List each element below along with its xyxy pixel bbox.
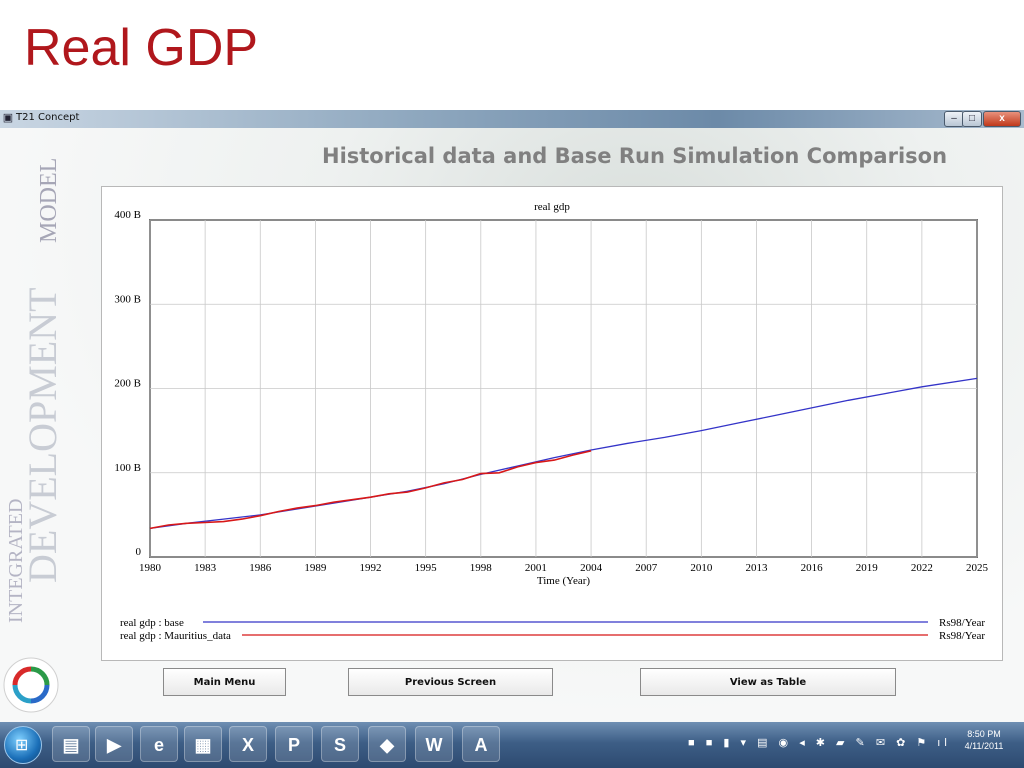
y-tick-label: 400 B	[114, 209, 141, 221]
x-axis-label: Time (Year)	[537, 575, 591, 587]
close-button[interactable]: x	[983, 111, 1021, 127]
idm-logo: INTEGRATED DEVELOPMENT MODEL	[5, 158, 64, 623]
taskbar: ⊞ ▤ ▶ e ▦ X P S ◆ W A ■ ■ ▮ ▾ ▤ ◉ ◂ ✱ ▰ ✎ ✉ ✿ ⚑ ı…	[0, 722, 1024, 768]
main-menu-button[interactable]: Main Menu	[163, 668, 286, 696]
minimize-button[interactable]: –	[944, 111, 964, 127]
x-tick-label: 1986	[249, 562, 272, 574]
window-title: T21 Concept	[16, 112, 80, 123]
previous-screen-button[interactable]: Previous Screen	[348, 668, 553, 696]
x-tick-label: 2016	[801, 562, 824, 574]
maximize-button[interactable]: □	[962, 111, 982, 127]
acrobat-icon[interactable]: A	[462, 726, 500, 762]
x-tick-label: 2001	[525, 562, 547, 574]
view-as-table-button[interactable]: View as Table	[640, 668, 896, 696]
legend-label: real gdp : Mauritius_data	[120, 630, 231, 642]
chart-panel: real gdp 1980 1983 1986 1989 1992 1995 1998 200…	[101, 186, 1003, 661]
x-tick-label: 1998	[470, 562, 493, 574]
chart-legend: real gdp : base Rs98/Year real gdp : Mauri…	[120, 617, 985, 642]
vensim-icon[interactable]: ◆	[368, 726, 406, 762]
clock-time: 8:50 PM	[967, 729, 1001, 739]
y-tick-label: 100 B	[114, 462, 141, 474]
windows-logo-icon: ⊞	[15, 737, 29, 754]
legend-unit: Rs98/Year	[939, 617, 985, 629]
skype-icon[interactable]: S	[321, 726, 359, 762]
taskbar-clock[interactable]: 8:50 PM 4/11/2011	[957, 728, 1011, 752]
x-tick-label: 1983	[194, 562, 217, 574]
x-tick-label: 2013	[745, 562, 768, 574]
tick-labels: 1980 1983 1986 1989 1992 1995 1998 2001 2004 2007…	[114, 209, 988, 574]
series-line-mauritius-data	[149, 450, 592, 530]
system-tray[interactable]: ■ ■ ▮ ▾ ▤ ◉ ◂ ✱ ▰ ✎ ✉ ✿ ⚑ ıl ◂)	[688, 737, 950, 749]
logo-text-model: MODEL	[36, 158, 62, 243]
x-tick-label: 2004	[580, 562, 603, 574]
app-icon: ▣	[2, 112, 14, 124]
clock-date: 4/11/2011	[964, 741, 1004, 751]
screen-heading: Historical data and Base Run Simulation …	[322, 144, 948, 168]
x-tick-label: 1980	[139, 562, 162, 574]
x-tick-label: 1995	[415, 562, 438, 574]
logo-strip: INTEGRATED DEVELOPMENT MODEL	[0, 128, 64, 722]
excel-icon[interactable]: X	[229, 726, 267, 762]
x-tick-label: 1989	[304, 562, 327, 574]
start-button[interactable]: ⊞	[4, 726, 42, 764]
chart-title: real gdp	[534, 201, 570, 213]
calculator-icon[interactable]: ▦	[184, 726, 222, 762]
real-gdp-chart: real gdp 1980 1983 1986 1989 1992 1995 1998 200…	[114, 201, 988, 642]
logo-text-integrated: INTEGRATED	[5, 499, 27, 623]
legend-unit: Rs98/Year	[939, 630, 985, 642]
window-titlebar[interactable]: ▣ T21 Concept – □ x	[0, 110, 1024, 128]
y-tick-label: 300 B	[114, 293, 141, 305]
x-tick-label: 2010	[690, 562, 713, 574]
economy-environment-society-seal	[3, 657, 59, 713]
slide-title: Real GDP	[24, 19, 259, 77]
x-tick-label: 1992	[360, 562, 382, 574]
logo-text-development: DEVELOPMENT	[20, 287, 64, 583]
media-player-icon[interactable]: ▶	[95, 726, 133, 762]
series-lines	[149, 377, 978, 530]
word-icon[interactable]: W	[415, 726, 453, 762]
x-tick-label: 2007	[635, 562, 658, 574]
y-tick-label: 200 B	[114, 378, 141, 390]
gridlines	[149, 219, 978, 558]
y-tick-label: 0	[136, 546, 142, 558]
x-tick-label: 2022	[911, 562, 933, 574]
app-window: ▣ T21 Concept – □ x INTEGRATED DEVELOPME…	[0, 110, 1024, 722]
powerpoint-icon[interactable]: P	[275, 726, 313, 762]
internet-explorer-icon[interactable]: e	[140, 726, 178, 762]
legend-label: real gdp : base	[120, 617, 184, 629]
x-tick-label: 2019	[856, 562, 879, 574]
explorer-icon[interactable]: ▤	[52, 726, 90, 762]
x-tick-label: 2025	[966, 562, 989, 574]
